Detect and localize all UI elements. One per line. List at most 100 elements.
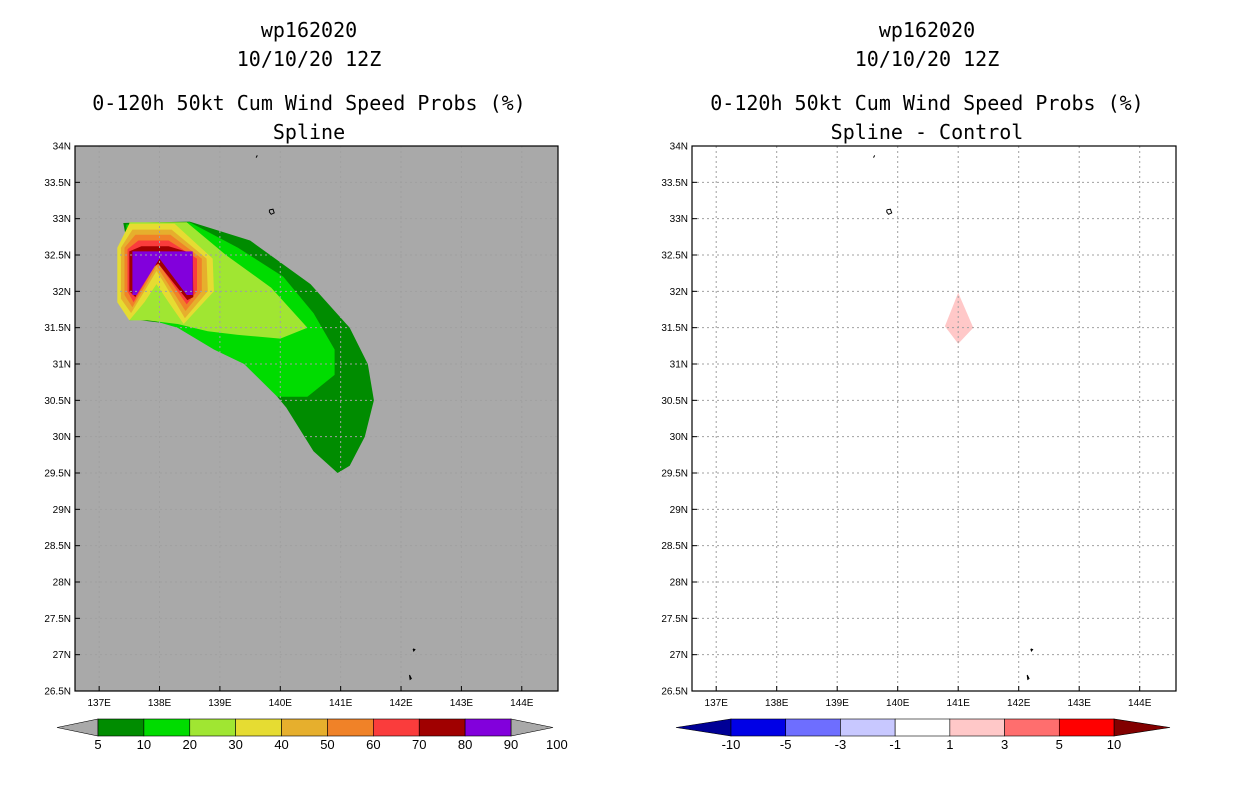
y-tick-label: 33.5N [44, 178, 71, 189]
island-outline-3 [412, 648, 416, 653]
y-tick-label: 31.5N [661, 323, 688, 334]
left-panel: wp162020 10/10/20 12Z 0-120h 50kt Cum Wi… [44, 18, 567, 752]
x-tick-label: 138E [148, 698, 172, 709]
y-tick-label: 28.5N [44, 541, 71, 552]
y-tick-label: 27.5N [661, 614, 688, 625]
y-tick-label: 27.5N [44, 614, 71, 625]
colorbar-level-label: -3 [835, 737, 847, 752]
y-tick-label: 30N [670, 432, 688, 443]
x-tick-label: 137E [705, 698, 729, 709]
colorbar-swatch [1004, 718, 1060, 737]
x-tick-label: 144E [1128, 698, 1152, 709]
colorbar-swatch [189, 718, 236, 737]
island-outline-3 [1030, 648, 1034, 653]
colorbar-level-label: 40 [274, 737, 288, 752]
y-tick-label: 31N [53, 360, 71, 371]
colorbar-swatch [373, 718, 420, 737]
colorbar-swatch [281, 718, 328, 737]
y-tick-label: 32N [53, 287, 71, 298]
y-tick-label: 29N [53, 505, 71, 516]
colorbar-level-label: -5 [780, 737, 792, 752]
y-tick-label: 29.5N [661, 469, 688, 480]
right-colorbar: -10 -5 -3 -1 1 3 5 10 [675, 718, 1171, 752]
plot-area-background [692, 146, 1176, 691]
y-tick-label: 33.5N [661, 178, 688, 189]
y-tick-label: 30N [53, 432, 71, 443]
colorbar-swatch [97, 718, 145, 737]
y-tick-label: 27N [670, 650, 688, 661]
colorbar-level-label: -10 [722, 737, 741, 752]
y-tick-label: 28.5N [661, 541, 688, 552]
y-tick-label: 29N [670, 505, 688, 516]
right-panel: wp162020 10/10/20 12Z 0-120h 50kt Cum Wi… [661, 18, 1177, 752]
y-tick-label: 28N [53, 578, 71, 589]
colorbar-swatch [1058, 718, 1115, 737]
colorbar-swatch [418, 718, 466, 737]
x-tick-label: 142E [389, 698, 413, 709]
x-tick-label: 139E [208, 698, 232, 709]
right-title-product: 0-120h 50kt Cum Wind Speed Probs (%) [710, 91, 1143, 115]
colorbar-level-label: 90 [504, 737, 518, 752]
colorbar-swatch [235, 718, 282, 737]
colorbar-level-label: 100 [546, 737, 568, 752]
colorbar-level-label: 5 [94, 737, 101, 752]
x-tick-label: 141E [947, 698, 971, 709]
y-tick-label: 29.5N [44, 469, 71, 480]
colorbar-swatch [785, 718, 841, 737]
y-tick-label: 27N [53, 650, 71, 661]
x-tick-label: 140E [886, 698, 910, 709]
y-tick-label: 32.5N [661, 251, 688, 262]
x-tick-label: 142E [1007, 698, 1031, 709]
island-outline-4 [409, 674, 412, 681]
left-colorbar: 5 10 20 30 40 50 60 70 80 90 100 [56, 718, 568, 752]
colorbar-level-label: 1 [946, 737, 953, 752]
y-tick-label: 30.5N [44, 396, 71, 407]
y-tick-label: 33N [53, 214, 71, 225]
plot-frame [691, 145, 1177, 692]
colorbar-swatch [464, 718, 512, 737]
left-map-plot: 137E 138E 139E 140E 141E 142E 143E 144E 26.5N 27N… [44, 142, 559, 709]
y-tick-label: 32N [670, 287, 688, 298]
colorbar-level-label: 50 [320, 737, 334, 752]
island-outline-2 [268, 208, 275, 215]
colorbar-level-label: 60 [366, 737, 380, 752]
island-outline-2 [886, 208, 893, 215]
y-tick-label: 31.5N [44, 323, 71, 334]
colorbar-swatch [327, 718, 374, 737]
y-tick-label: 34N [53, 142, 71, 153]
colorbar-level-label: 3 [1001, 737, 1008, 752]
y-tick-label: 28N [670, 578, 688, 589]
left-title-date: 10/10/20 12Z [237, 47, 382, 71]
plot-frame [74, 145, 559, 692]
x-tick-label: 139E [826, 698, 850, 709]
island-outline-1 [255, 155, 258, 158]
left-title-product: 0-120h 50kt Cum Wind Speed Probs (%) [92, 91, 525, 115]
y-tick-label: 32.5N [44, 251, 71, 262]
y-tick-label: 30.5N [661, 396, 688, 407]
island-outline-1 [873, 155, 876, 158]
colorbar-level-label: 10 [1107, 737, 1121, 752]
colorbar-level-label: 30 [228, 737, 242, 752]
colorbar-level-label: 20 [183, 737, 197, 752]
left-title-storm-id: wp162020 [261, 18, 357, 42]
y-tick-label: 26.5N [44, 687, 71, 698]
x-tick-label: 137E [87, 698, 111, 709]
colorbar-level-label: 70 [412, 737, 426, 752]
colorbar-level-label: 10 [137, 737, 151, 752]
colorbar-swatch [840, 718, 896, 737]
y-tick-label: 31N [670, 360, 688, 371]
colorbar-swatch [143, 718, 191, 737]
x-tick-label: 141E [329, 698, 353, 709]
right-map-plot: 137E 138E 139E 140E 141E 142E 143E 144E 26.5N 27N… [661, 142, 1177, 709]
colorbar-level-label: 80 [458, 737, 472, 752]
contour-region-90-100 [132, 251, 193, 295]
y-tick-label: 26.5N [661, 687, 688, 698]
colorbar-level-label: 5 [1056, 737, 1063, 752]
x-tick-label: 143E [1068, 698, 1092, 709]
y-tick-label: 33N [670, 214, 688, 225]
x-tick-label: 143E [450, 698, 474, 709]
right-title-method: Spline - Control [831, 120, 1024, 144]
island-outline-4 [1026, 674, 1030, 681]
colorbar-level-label: -1 [889, 737, 901, 752]
